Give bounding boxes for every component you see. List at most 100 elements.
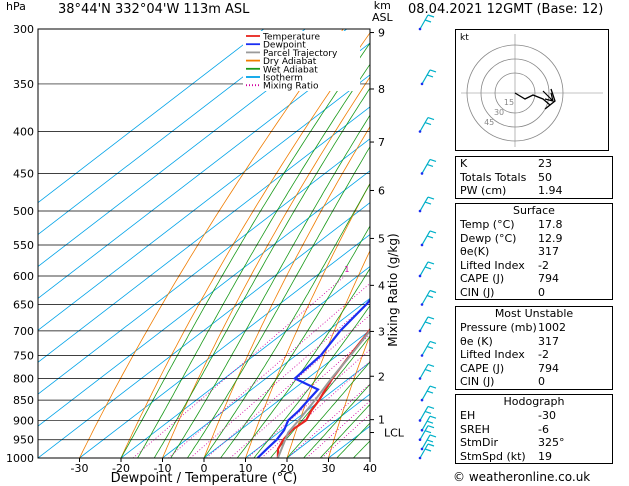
wind-barb-dot [420,398,424,402]
wind-barb-staff [421,290,431,305]
mixing-ratio-label: 6 [436,265,441,274]
mixing-ratio-line [321,413,370,458]
pressure-tick-label: 900 [13,414,34,427]
wind-barb-flag [424,19,432,23]
wind-barb-flag [426,163,434,168]
km-tick-label: 9 [378,27,385,40]
wind-barb-flag [427,405,435,410]
wind-barb-flag [426,390,434,394]
surface-row-label: Temp (°C) [460,218,515,231]
pressure-tick-label: 400 [13,126,34,139]
pressure-tick-label: 1000 [6,452,34,465]
wind-barb-staff [419,261,429,277]
indices-row-label: Totals Totals [460,170,527,184]
series-parcel-trajectory [276,329,370,458]
isotherm-line [162,297,370,458]
hodograph-table-row: StmSpd (kt) 19 [456,450,612,464]
x-tick-label: 10 [239,462,253,475]
wind-barb-staff [419,117,429,132]
most-unstable-row: CIN (J) 0 [456,375,612,389]
wind-barb-dot [420,243,424,247]
hodograph-ring-label: 45 [484,118,494,127]
pressure-tick-label: 950 [13,434,34,447]
surface-row: θe(K) 317 [456,245,612,259]
surface-row-label: θe(K) [460,245,490,258]
wet-adiabat-line [120,42,370,458]
km-tick-label: LCL [384,427,405,440]
axes: 3003504004505005506006507007508008509009… [6,23,405,475]
most-unstable-row-label: θe (K) [460,334,493,348]
wind-barb-flag [424,321,432,325]
wind-barb-flag [429,415,437,419]
wind-barb-flag [427,14,435,18]
wind-barb-staff [421,69,431,85]
location-title: 38°44'N 332°04'W 113m ASL [58,2,250,17]
wind-barb-dot [418,419,422,422]
surface-row: CAPE (J) 794 [456,272,612,286]
wind-barb-flag [424,410,432,415]
hodograph-trace [514,88,556,110]
most-unstable-row: CAPE (J) 794 [456,362,612,376]
dry-adiabat-line [619,29,629,458]
hodograph-table: Hodograph EH -30 SREH -6 StmDir 325° StmSpd (kt… [455,394,613,464]
km-tick-label: 7 [378,136,385,149]
surface-row-label: CAPE (J) [460,272,505,285]
isotherm-line [245,361,370,458]
km-label: km [373,0,391,12]
wind-barb-flag [424,448,432,452]
storm-motion-arrow [542,90,554,102]
pressure-tick-label: 750 [13,349,34,362]
isotherm-line [203,329,370,458]
wind-barb-staff [421,415,431,431]
wet-adiabat-line [286,361,370,458]
indices-row: Totals Totals 50 [456,171,612,185]
most-unstable-header: Most Unstable [494,307,574,320]
wind-barb-flag [424,266,432,270]
wind-barb-dot [418,456,422,460]
isotherm-line [38,74,370,331]
hodograph-table-row-label: StmDir [460,436,499,449]
legend-box [243,31,360,91]
mixing-ratio-label: 2 [378,265,383,274]
wind-barb-flag [424,368,432,373]
wind-barb-dot [420,354,424,357]
isotherm-line [38,29,306,236]
wind-barb-dot [418,27,422,31]
wind-barb-dot [420,172,424,175]
km-tick-label: 4 [378,279,385,292]
wind-barb-staff [419,14,429,30]
pressure-tick-label: 850 [13,394,34,407]
dry-adiabat-line [245,182,370,458]
wet-adiabat-line [303,383,370,458]
wind-barb-flag [429,230,437,234]
surface-row: Dewp (°C) 12.9 [456,232,612,246]
surface-table: Surface Temp (°C) 17.8 Dewp (°C) 12.9 θe(K) 31… [455,203,613,300]
most-unstable-row-value: -2 [538,348,549,361]
surface-row: CIN (J) 0 [456,286,612,300]
most-unstable-row: θe (K) 317 [456,335,612,349]
wet-adiabat-line [253,304,370,458]
x-axis-label: Dewpoint / Temperature (°C) [111,471,298,486]
most-unstable-row-value: 794 [538,361,559,375]
most-unstable-row-value: 0 [538,375,545,388]
wind-barb-dot [418,438,422,442]
legend-label: Dewpoint [263,41,306,51]
wind-barb-flag [424,121,432,126]
hodograph-table-row-value: -30 [538,409,556,422]
wind-barb-flag [424,430,432,434]
wind-barb-flag [426,294,434,299]
most-unstable-row: Pressure (mb) 1002 [456,321,612,335]
legend-label: Mixing Ratio [263,82,319,92]
wind-barb-flag [427,443,435,447]
wind-barb-staff [419,443,429,459]
legend-label: Isotherm [263,74,303,84]
wind-barb-flag [429,385,437,389]
surface-row-value: 794 [538,272,559,285]
pressure-tick-label: 300 [13,23,34,36]
wind-barb-flag [427,196,435,200]
indices-table: K 23 Totals Totals 50 PW (cm) 1.94 [455,156,613,199]
km-asl-label: km ASL [372,0,393,24]
pressure-tick-label: 600 [13,270,34,283]
profile-lines [256,298,370,458]
